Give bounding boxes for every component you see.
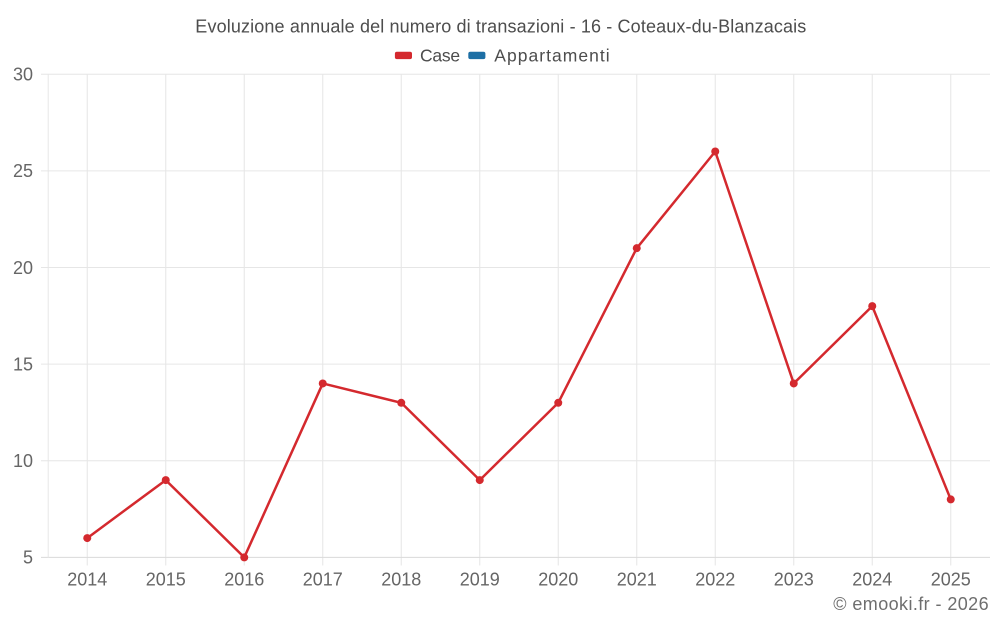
svg-text:10: 10 <box>13 451 33 471</box>
svg-text:© emooki.fr - 2026: © emooki.fr - 2026 <box>833 594 988 614</box>
svg-text:2023: 2023 <box>774 570 814 590</box>
svg-text:5: 5 <box>23 548 33 568</box>
svg-text:30: 30 <box>13 65 33 85</box>
svg-text:25: 25 <box>13 161 33 181</box>
svg-text:2021: 2021 <box>617 570 657 590</box>
svg-text:2014: 2014 <box>67 570 107 590</box>
svg-text:20: 20 <box>13 258 33 278</box>
svg-text:2017: 2017 <box>303 570 343 590</box>
svg-text:2016: 2016 <box>224 570 264 590</box>
svg-text:Case: Case <box>420 46 460 66</box>
svg-text:Appartamenti: Appartamenti <box>494 46 609 66</box>
svg-text:2018: 2018 <box>381 570 421 590</box>
svg-text:Evoluzione annuale del numero: Evoluzione annuale del numero di transaz… <box>195 17 806 37</box>
svg-text:15: 15 <box>13 354 33 374</box>
svg-text:2022: 2022 <box>695 570 735 590</box>
svg-text:2019: 2019 <box>460 570 500 590</box>
svg-text:2024: 2024 <box>852 570 892 590</box>
svg-text:2025: 2025 <box>931 570 971 590</box>
svg-text:2020: 2020 <box>538 570 578 590</box>
svg-text:2015: 2015 <box>146 570 186 590</box>
